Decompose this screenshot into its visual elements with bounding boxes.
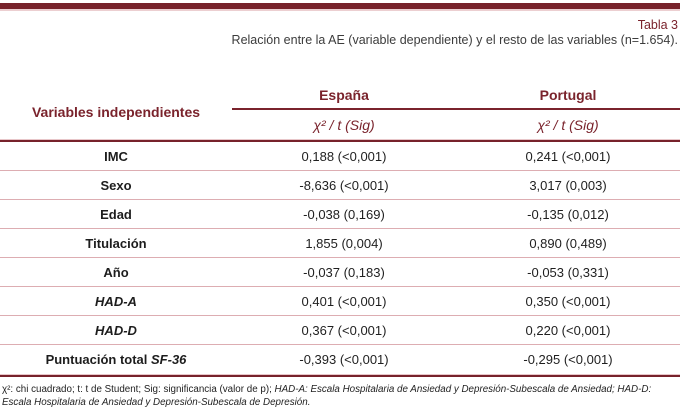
spain-value: -0,038 (0,169) [303,206,385,222]
row-label-text: Año [103,264,129,280]
footnote: χ²: chi cuadrado; t: t de Student; Sig: … [0,384,680,409]
footnote-italic: HAD-A: Escala Hospitalaria de Ansiedad y… [2,384,652,408]
portugal-value: -0,053 (0,331) [527,264,609,280]
spain-value: -0,037 (0,183) [303,264,385,280]
table-row: HAD-A 0,401 (<0,001) 0,350 (<0,001) [0,287,680,316]
table-body: IMC 0,188 (<0,001) 0,241 (<0,001) Sexo -… [0,142,680,374]
spain-value: -8,636 (<0,001) [299,177,389,193]
row-label-text: Titulación [85,235,147,251]
table-header: Variables independientes España Portugal… [0,85,680,139]
row-label: Año [0,265,232,280]
row-label-italic: HAD-D [95,322,137,338]
portugal-value: -0,295 (<0,001) [523,352,613,367]
stat-header-portugal: χ² / t (Sig) [537,116,599,133]
stat-header-row: χ² / t (Sig) χ² / t (Sig) [232,110,680,139]
top-rule-shadow [0,9,680,11]
country-row: España Portugal [232,85,680,108]
row-label: HAD-A [0,294,232,309]
table-row: IMC 0,188 (<0,001) 0,241 (<0,001) [0,142,680,171]
title-block: Tabla 3 Relación entre la AE (variable d… [0,18,680,48]
table-row: HAD-D 0,367 (<0,001) 0,220 (<0,001) [0,316,680,345]
row-label-text: IMC [104,148,128,164]
footnote-regular: χ²: chi cuadrado; t: t de Student; Sig: … [2,384,275,395]
portugal-value: 0,241 (<0,001) [525,148,611,164]
row-label-italic: SF-36 [151,352,187,367]
table-row: Edad -0,038 (0,169) -0,135 (0,012) [0,200,680,229]
row-label-italic: HAD-A [95,293,137,309]
country-header-portugal: Portugal [539,87,597,103]
spain-value: -0,393 (<0,001) [299,352,389,367]
spain-value: 0,401 (<0,001) [301,293,387,309]
row-label: Sexo [0,178,232,193]
row-label-text: Puntuación total [45,352,152,367]
table-row: Año -0,037 (0,183) -0,053 (0,331) [0,258,680,287]
header-rule [0,139,680,142]
bottom-rule [0,374,680,377]
row-label: Titulación [0,236,232,251]
countries-underline [232,108,680,110]
table-row: Sexo -8,636 (<0,001) 3,017 (0,003) [0,171,680,200]
table-row: Titulación 1,855 (0,004) 0,890 (0,489) [0,229,680,258]
table-row: Puntuación total SF-36 -0,393 (<0,001) -… [0,345,680,374]
spain-value: 0,188 (<0,001) [301,148,387,164]
portugal-value: 0,890 (0,489) [529,235,607,251]
stat-header-spain: χ² / t (Sig) [313,116,375,133]
portugal-value: 3,017 (0,003) [529,177,607,193]
row-label-text: Sexo [100,177,132,193]
spain-value: 1,855 (0,004) [305,235,383,251]
table-caption: Relación entre la AE (variable dependien… [231,33,678,47]
portugal-value: 0,220 (<0,001) [525,322,611,338]
country-headers: España Portugal χ² / t (Sig) χ² / t (Sig… [232,85,680,139]
country-header-spain: España [319,87,369,103]
row-label: Puntuación total SF-36 [0,352,232,367]
table-number: Tabla 3 [637,18,678,32]
left-column-header: Variables independientes [31,104,201,120]
row-label: HAD-D [0,323,232,338]
row-label: Edad [0,207,232,222]
portugal-value: 0,350 (<0,001) [525,293,611,309]
portugal-value: -0,135 (0,012) [527,206,609,222]
top-rule [0,3,680,9]
spain-value: 0,367 (<0,001) [301,322,387,338]
row-label: IMC [0,149,232,164]
row-label-text: Edad [100,206,132,222]
